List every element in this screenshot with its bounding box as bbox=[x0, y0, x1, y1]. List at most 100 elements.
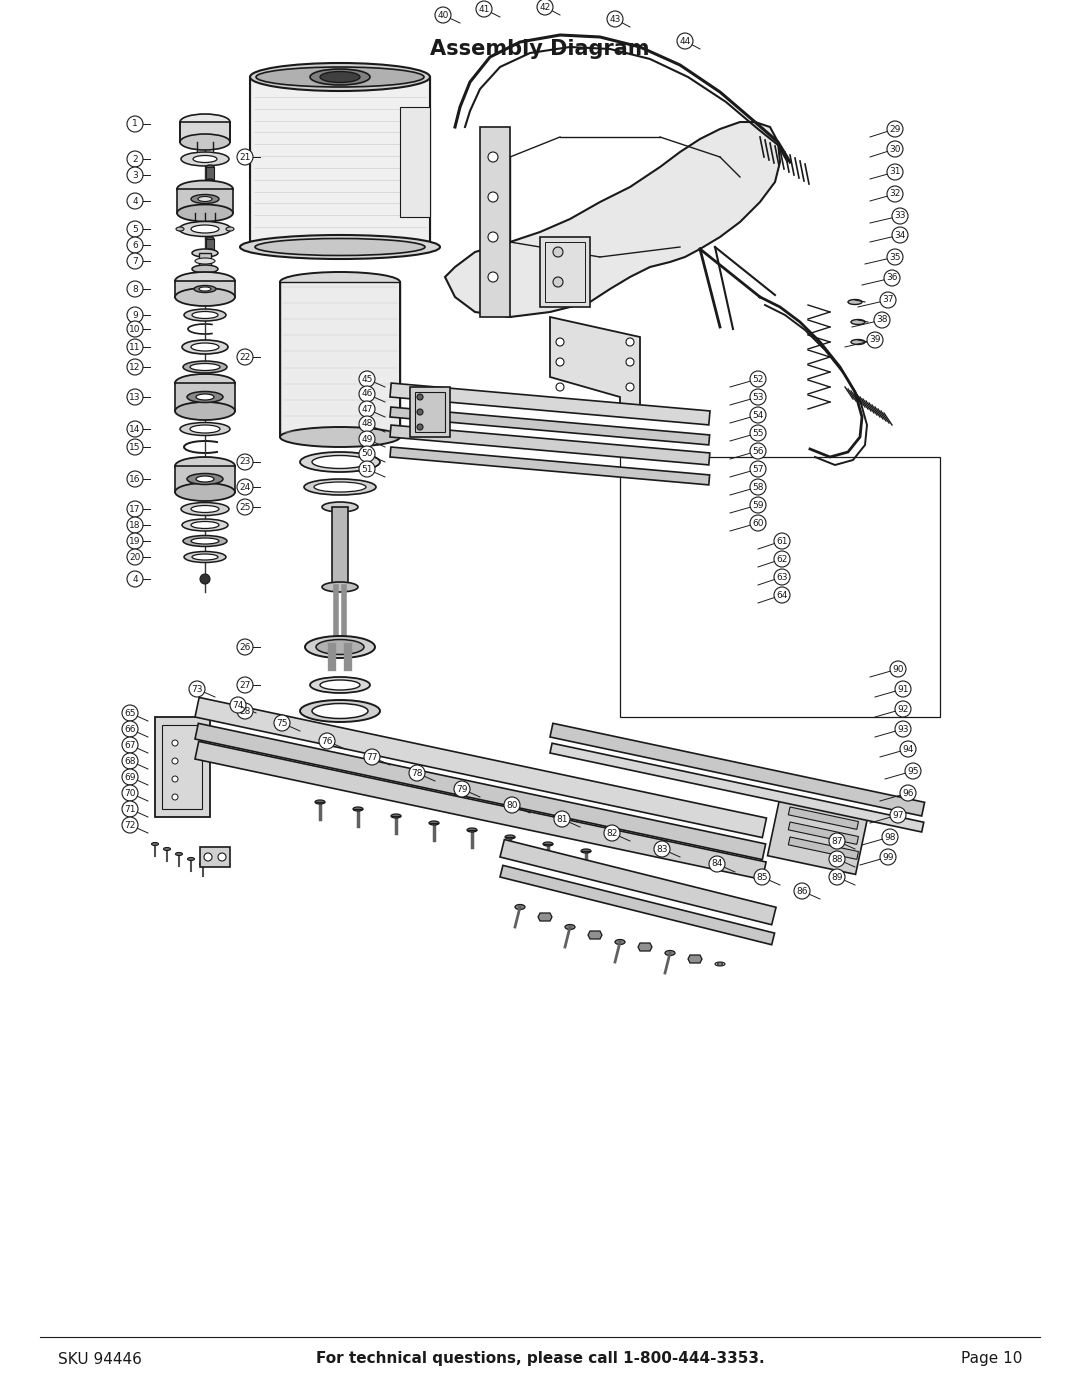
Text: 52: 52 bbox=[753, 374, 764, 384]
Ellipse shape bbox=[206, 165, 214, 169]
Circle shape bbox=[237, 703, 253, 719]
Polygon shape bbox=[390, 447, 710, 485]
Circle shape bbox=[218, 854, 226, 861]
Ellipse shape bbox=[715, 963, 725, 965]
Circle shape bbox=[127, 359, 143, 374]
Text: 73: 73 bbox=[191, 685, 203, 693]
Circle shape bbox=[829, 851, 845, 868]
Circle shape bbox=[882, 828, 897, 845]
Circle shape bbox=[880, 292, 896, 307]
Circle shape bbox=[274, 715, 291, 731]
Ellipse shape bbox=[717, 963, 723, 965]
Text: 86: 86 bbox=[796, 887, 808, 895]
Ellipse shape bbox=[249, 63, 430, 91]
Ellipse shape bbox=[300, 700, 380, 722]
Ellipse shape bbox=[175, 852, 183, 855]
Text: Assembly Diagram: Assembly Diagram bbox=[430, 39, 650, 59]
Ellipse shape bbox=[177, 180, 233, 197]
Circle shape bbox=[127, 281, 143, 298]
Circle shape bbox=[604, 826, 620, 841]
Text: 82: 82 bbox=[606, 828, 618, 837]
Bar bbox=[162, 725, 202, 809]
Circle shape bbox=[127, 168, 143, 183]
Text: 78: 78 bbox=[411, 768, 422, 778]
Bar bbox=[540, 237, 590, 307]
Circle shape bbox=[319, 733, 335, 749]
Bar bbox=[400, 108, 430, 217]
Ellipse shape bbox=[194, 285, 216, 292]
Text: 56: 56 bbox=[753, 447, 764, 455]
Circle shape bbox=[708, 856, 725, 872]
Bar bbox=[156, 717, 210, 817]
Polygon shape bbox=[500, 865, 774, 944]
Circle shape bbox=[887, 163, 903, 180]
Text: 28: 28 bbox=[240, 707, 251, 715]
Ellipse shape bbox=[192, 312, 218, 319]
Text: 6: 6 bbox=[132, 240, 138, 250]
Circle shape bbox=[237, 149, 253, 165]
Text: 31: 31 bbox=[889, 168, 901, 176]
Text: 57: 57 bbox=[753, 464, 764, 474]
Text: 8: 8 bbox=[132, 285, 138, 293]
Circle shape bbox=[127, 253, 143, 270]
Circle shape bbox=[750, 479, 766, 495]
Ellipse shape bbox=[543, 842, 553, 847]
Circle shape bbox=[867, 332, 883, 348]
Ellipse shape bbox=[187, 391, 222, 402]
Ellipse shape bbox=[280, 272, 400, 292]
Ellipse shape bbox=[851, 339, 865, 345]
Ellipse shape bbox=[191, 344, 219, 351]
Text: 25: 25 bbox=[240, 503, 251, 511]
Text: 38: 38 bbox=[876, 316, 888, 324]
Text: 2: 2 bbox=[132, 155, 138, 163]
Ellipse shape bbox=[391, 814, 401, 819]
Bar bbox=[249, 77, 430, 247]
Text: 12: 12 bbox=[130, 362, 140, 372]
Text: 89: 89 bbox=[832, 873, 842, 882]
Circle shape bbox=[359, 446, 375, 462]
Bar bbox=[545, 242, 585, 302]
Ellipse shape bbox=[198, 197, 212, 201]
Ellipse shape bbox=[192, 265, 218, 272]
Circle shape bbox=[172, 793, 178, 800]
Text: 58: 58 bbox=[753, 482, 764, 492]
Circle shape bbox=[127, 420, 143, 437]
Circle shape bbox=[900, 785, 916, 800]
Circle shape bbox=[127, 237, 143, 253]
Circle shape bbox=[127, 471, 143, 488]
Circle shape bbox=[127, 517, 143, 534]
Text: 17: 17 bbox=[130, 504, 140, 514]
Bar bbox=[415, 393, 445, 432]
Polygon shape bbox=[390, 407, 710, 444]
Ellipse shape bbox=[184, 309, 226, 321]
Ellipse shape bbox=[175, 272, 235, 291]
Circle shape bbox=[122, 721, 138, 738]
Circle shape bbox=[127, 321, 143, 337]
Circle shape bbox=[556, 383, 564, 391]
Text: 79: 79 bbox=[456, 785, 468, 793]
Circle shape bbox=[488, 191, 498, 203]
Circle shape bbox=[122, 753, 138, 768]
Circle shape bbox=[359, 401, 375, 416]
Ellipse shape bbox=[192, 249, 218, 257]
Circle shape bbox=[885, 270, 900, 286]
Circle shape bbox=[554, 812, 570, 827]
Circle shape bbox=[409, 766, 426, 781]
Text: 13: 13 bbox=[130, 393, 140, 401]
Circle shape bbox=[122, 817, 138, 833]
Polygon shape bbox=[206, 239, 214, 251]
Text: 7: 7 bbox=[132, 257, 138, 265]
Circle shape bbox=[829, 869, 845, 886]
Circle shape bbox=[750, 425, 766, 441]
Text: 62: 62 bbox=[777, 555, 787, 563]
Text: 34: 34 bbox=[894, 231, 906, 239]
Ellipse shape bbox=[191, 194, 219, 204]
Circle shape bbox=[887, 249, 903, 265]
Circle shape bbox=[359, 461, 375, 476]
Polygon shape bbox=[332, 507, 348, 587]
Polygon shape bbox=[175, 467, 235, 492]
Text: 87: 87 bbox=[832, 837, 842, 845]
Circle shape bbox=[417, 409, 423, 415]
Circle shape bbox=[237, 499, 253, 515]
Text: 19: 19 bbox=[130, 536, 140, 545]
